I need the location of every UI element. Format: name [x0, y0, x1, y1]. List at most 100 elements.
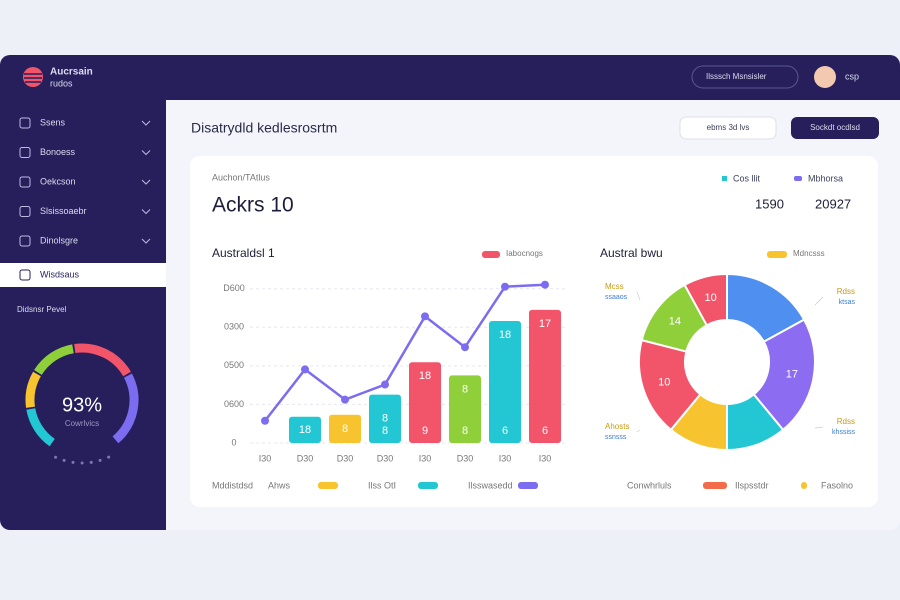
- summary-legend: Mbhorsa: [808, 173, 843, 183]
- gauge-dot: [62, 458, 66, 462]
- legend-swatch: [518, 482, 538, 489]
- y-tick-label: 0: [231, 437, 236, 447]
- logo: [23, 67, 43, 87]
- pie-segment: [752, 318, 816, 432]
- sidebar-section: Didsnsr Pevel: [17, 305, 67, 314]
- avatar[interactable]: [814, 66, 836, 88]
- nav-item[interactable]: Oekcson: [40, 176, 76, 186]
- legend-swatch: [703, 482, 727, 489]
- bar-label: 8: [462, 383, 468, 395]
- nav-item[interactable]: Ssens: [40, 117, 66, 127]
- legend-label: Mdncsss: [793, 249, 825, 258]
- annotation-sub: ktsas: [839, 299, 856, 306]
- segment-label: 17: [786, 368, 798, 380]
- bar: [489, 320, 521, 443]
- x-tick-label: D30: [457, 453, 474, 463]
- nav-chevron: [141, 238, 151, 244]
- chart-title: Australdsl 1: [212, 246, 275, 260]
- action-button[interactable]: [791, 117, 879, 139]
- annotation: Rdss: [837, 287, 855, 296]
- annotation: Mcss: [605, 282, 624, 291]
- line-point: [341, 395, 349, 404]
- bar: [409, 362, 441, 443]
- annotation: Ahosts: [605, 422, 629, 431]
- gauge-dot: [80, 461, 84, 465]
- summary-stat: 1590: [755, 196, 784, 211]
- segment-label: 14: [669, 315, 681, 327]
- y-tick-label: 0500: [224, 360, 244, 370]
- bar-label: 8: [342, 423, 348, 435]
- legend-label: Ahws: [268, 480, 291, 490]
- logo-mark: [24, 73, 42, 83]
- legend-label: Ilspsstdr: [735, 480, 769, 490]
- segment-label: 10: [658, 376, 670, 388]
- bar-label: 18: [299, 424, 311, 436]
- search-box[interactable]: [691, 65, 799, 89]
- line-point: [501, 282, 509, 291]
- x-tick-label: D30: [297, 453, 314, 463]
- y-tick-label: 0300: [224, 322, 244, 332]
- nav-item[interactable]: Slsissoaebr: [40, 206, 87, 216]
- gauge-arc: [26, 408, 55, 447]
- sidebar: [0, 100, 166, 530]
- annotation-sub: ssaaos: [605, 294, 628, 301]
- brand-sub: rudos: [50, 78, 73, 88]
- summary-legend: Cos llit: [733, 173, 761, 183]
- legend-swatch: [722, 176, 727, 181]
- summary-stat: 20927: [815, 196, 851, 211]
- pie-segment: [683, 272, 728, 327]
- nav-icon: [19, 235, 31, 247]
- nav-chevron: [141, 209, 151, 215]
- bar: [449, 375, 481, 443]
- nav-item[interactable]: Wisdsaus: [40, 269, 80, 279]
- bar: [369, 394, 401, 443]
- legend-title: Conwhrluls: [627, 480, 672, 490]
- user-name: csp: [845, 71, 859, 81]
- filter-text: ebms 3d lvs: [707, 123, 750, 132]
- line-point: [461, 343, 469, 352]
- legend-swatch: [801, 482, 807, 489]
- gauge-dot: [54, 455, 58, 459]
- bar: [289, 416, 321, 443]
- x-tick-label: I30: [259, 453, 272, 463]
- nav-item[interactable]: Dinolsgre: [40, 235, 78, 245]
- line-point: [301, 365, 309, 374]
- line-point: [541, 280, 549, 289]
- annotation-sub: khssiss: [832, 429, 855, 436]
- filter-button[interactable]: [679, 116, 777, 140]
- bar-label: 8: [382, 413, 388, 425]
- nav-item[interactable]: Bonoess: [40, 147, 76, 157]
- bar: [329, 414, 361, 443]
- leader-line: [636, 291, 641, 301]
- line: [264, 283, 546, 422]
- gauge-dot: [71, 460, 75, 464]
- legend-label: Fasolno: [821, 480, 853, 490]
- gauge-dot: [89, 460, 93, 464]
- x-tick-label: I30: [539, 453, 552, 463]
- legend-title: Mddistdsd: [212, 480, 253, 490]
- bar-base-label: 8: [462, 425, 468, 437]
- bar-label: 18: [419, 370, 431, 382]
- nav-icon: [19, 269, 31, 281]
- legend-swatch: [767, 251, 787, 258]
- gauge-dot: [107, 455, 111, 459]
- nav-chevron: [141, 120, 151, 126]
- bar-base-label: 9: [422, 425, 428, 437]
- nav-icon: [19, 147, 31, 158]
- annotation-sub: ssnsss: [605, 434, 627, 441]
- x-tick-label: D30: [337, 453, 354, 463]
- nav-chevron: [141, 150, 151, 156]
- gauge-label: Cowrlvics: [65, 419, 99, 428]
- nav-icon: [19, 206, 31, 217]
- page-title: Disatrydld kedlesrosrtm: [191, 120, 337, 136]
- search-text: Ilsssch Msnsisler: [706, 72, 767, 81]
- legend-swatch: [318, 482, 338, 489]
- summary-label: Auchon/TAtlus: [212, 172, 270, 182]
- x-tick-label: I30: [499, 453, 512, 463]
- line-point: [421, 312, 429, 321]
- nav-chevron: [141, 179, 151, 185]
- gauge-arc: [34, 344, 74, 375]
- line-point: [381, 380, 389, 389]
